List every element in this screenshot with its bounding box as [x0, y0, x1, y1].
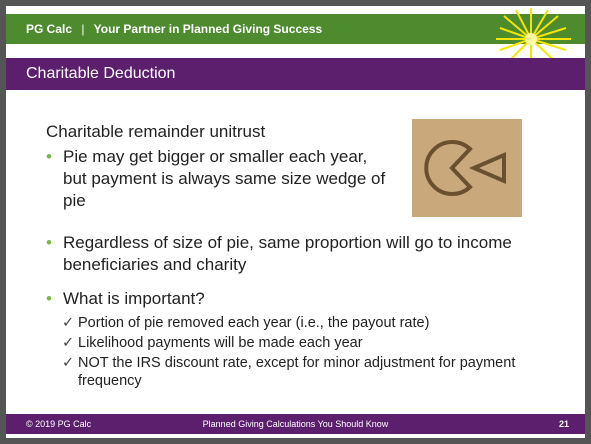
page: PG Calc | Your Partner in Planned Giving…	[0, 0, 591, 444]
tagline: Your Partner in Planned Giving Success	[94, 22, 323, 36]
separator: |	[81, 22, 84, 36]
check-item: Likelihood payments will be made each ye…	[62, 334, 548, 352]
slide: PG Calc | Your Partner in Planned Giving…	[6, 6, 585, 438]
title-bar: Charitable Deduction	[6, 58, 585, 90]
bullet: Regardless of size of pie, same proporti…	[46, 232, 563, 276]
heading: Charitable remainder unitrust	[46, 122, 265, 142]
page-number: 21	[559, 414, 569, 434]
bullet: Pie may get bigger or smaller each year,…	[46, 146, 393, 212]
footer-bar: © 2019 PG Calc Planned Giving Calculatio…	[6, 414, 585, 434]
footer-title: Planned Giving Calculations You Should K…	[6, 414, 585, 434]
bullet: What is important?	[46, 288, 563, 310]
sand-pie-image	[412, 119, 522, 217]
slide-title: Charitable Deduction	[6, 65, 175, 82]
check-item: Portion of pie removed each year (i.e., …	[62, 314, 548, 332]
check-item: NOT the IRS discount rate, except for mi…	[62, 354, 548, 390]
brand: PG Calc	[26, 22, 72, 36]
